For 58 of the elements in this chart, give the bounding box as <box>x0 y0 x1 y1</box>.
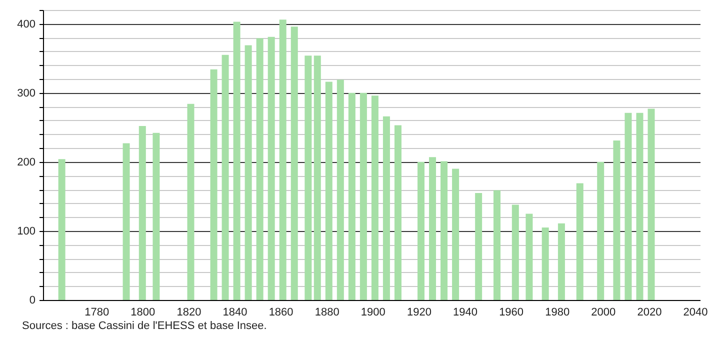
y-tick-label: 0 <box>29 294 36 306</box>
bar <box>210 69 218 300</box>
x-tick-label: 1900 <box>360 306 386 318</box>
bar <box>394 125 402 300</box>
bar <box>493 190 500 300</box>
bar <box>648 108 655 300</box>
x-tick-label: 2000 <box>591 306 616 318</box>
bar <box>279 20 286 300</box>
x-tick-label: 1980 <box>545 306 570 318</box>
x-tick-label: 2020 <box>637 306 662 318</box>
bar <box>336 80 344 300</box>
x-tick-label: 1820 <box>176 306 202 318</box>
bar <box>244 45 252 300</box>
bar <box>429 157 436 300</box>
x-tick-label: 1940 <box>453 306 478 318</box>
bar <box>613 140 620 300</box>
bar <box>360 92 367 300</box>
x-tick-label: 1840 <box>222 306 248 318</box>
x-tick-label: 1780 <box>84 306 110 318</box>
bar <box>452 168 460 300</box>
bar <box>418 162 425 300</box>
bar <box>512 204 519 300</box>
bar <box>152 132 160 300</box>
bar <box>597 162 604 300</box>
x-tick-label: 1920 <box>406 306 432 318</box>
bar <box>348 92 356 300</box>
bar <box>558 223 565 300</box>
bar <box>222 54 229 300</box>
bar <box>371 96 378 300</box>
source-note: Sources : base Cassini de l'EHESS et base Insee. <box>22 320 267 332</box>
y-tick-label: 100 <box>17 225 36 238</box>
bar <box>440 161 448 300</box>
bar <box>187 104 194 300</box>
bar <box>325 82 332 300</box>
bar <box>290 26 298 300</box>
bar <box>233 22 240 300</box>
bar <box>542 228 549 300</box>
bar <box>268 36 275 300</box>
bar <box>636 112 644 300</box>
x-tick-label: 2040 <box>683 306 708 318</box>
bar <box>58 159 66 300</box>
x-tick-label: 1860 <box>268 306 294 318</box>
bar <box>256 38 264 300</box>
x-tick-label: 1960 <box>499 306 524 318</box>
bar <box>314 56 321 300</box>
bar <box>624 112 632 300</box>
y-tick-label: 300 <box>17 87 36 100</box>
x-tick-label: 1880 <box>314 306 340 318</box>
y-tick-label: 200 <box>17 156 36 168</box>
bar <box>576 183 584 300</box>
bar <box>304 56 312 300</box>
bar <box>382 116 390 300</box>
x-tick-label: 1800 <box>130 306 156 318</box>
y-tick-label: 400 <box>17 18 36 30</box>
bar <box>475 192 482 300</box>
bar <box>526 214 533 300</box>
bar <box>138 126 146 300</box>
bar <box>122 143 130 300</box>
